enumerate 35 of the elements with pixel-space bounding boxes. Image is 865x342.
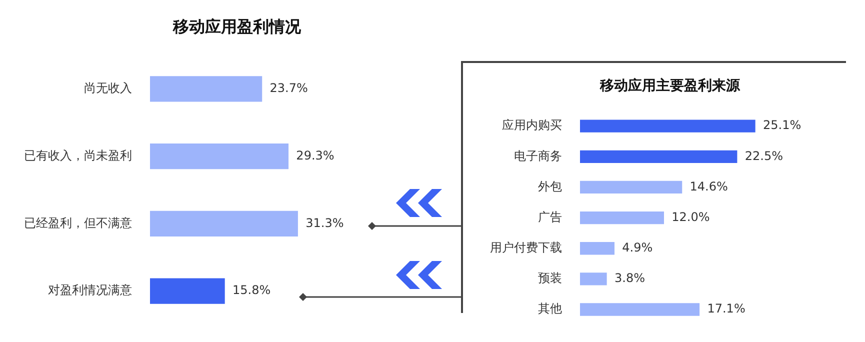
data-label: 14.6% bbox=[690, 179, 728, 194]
data-label: 4.9% bbox=[622, 240, 653, 254]
data-label: 17.1% bbox=[707, 302, 746, 316]
bar bbox=[580, 242, 614, 255]
y-tick-label: 已经盈利，但不满意 bbox=[24, 216, 132, 230]
y-tick-label: 广告 bbox=[538, 210, 562, 224]
bar bbox=[150, 278, 225, 304]
data-label: 31.3% bbox=[306, 216, 344, 230]
bar bbox=[580, 272, 607, 286]
y-tick-label: 电子商务 bbox=[514, 148, 562, 163]
y-tick-label: 预装 bbox=[538, 271, 562, 286]
data-label: 3.8% bbox=[614, 271, 645, 286]
bar bbox=[150, 210, 298, 237]
bar bbox=[150, 76, 262, 102]
bar bbox=[580, 180, 682, 194]
data-label: 15.8% bbox=[232, 283, 271, 298]
data-label: 12.0% bbox=[672, 210, 710, 224]
data-label: 22.5% bbox=[744, 148, 783, 163]
y-tick-label: 其他 bbox=[538, 302, 562, 316]
y-tick-label: 用户付费下载 bbox=[490, 240, 562, 254]
y-tick-label: 尚无收入 bbox=[84, 81, 132, 96]
y-tick-label: 外包 bbox=[538, 179, 562, 194]
y-tick-label: 已有收入，尚未盈利 bbox=[24, 148, 132, 162]
data-label: 23.7% bbox=[270, 81, 308, 96]
bar bbox=[580, 211, 664, 224]
bar bbox=[580, 150, 738, 163]
chart-title: 移动应用主要盈利来源 bbox=[599, 77, 741, 94]
y-tick-label: 应用内购买 bbox=[502, 118, 562, 132]
data-label: 29.3% bbox=[296, 148, 334, 162]
y-tick-label: 对盈利情况满意 bbox=[48, 283, 132, 298]
data-label: 25.1% bbox=[763, 118, 802, 132]
bar bbox=[150, 143, 289, 170]
bar bbox=[580, 303, 700, 316]
bar bbox=[580, 120, 756, 132]
chart-title: 移动应用盈利情况 bbox=[172, 16, 302, 36]
